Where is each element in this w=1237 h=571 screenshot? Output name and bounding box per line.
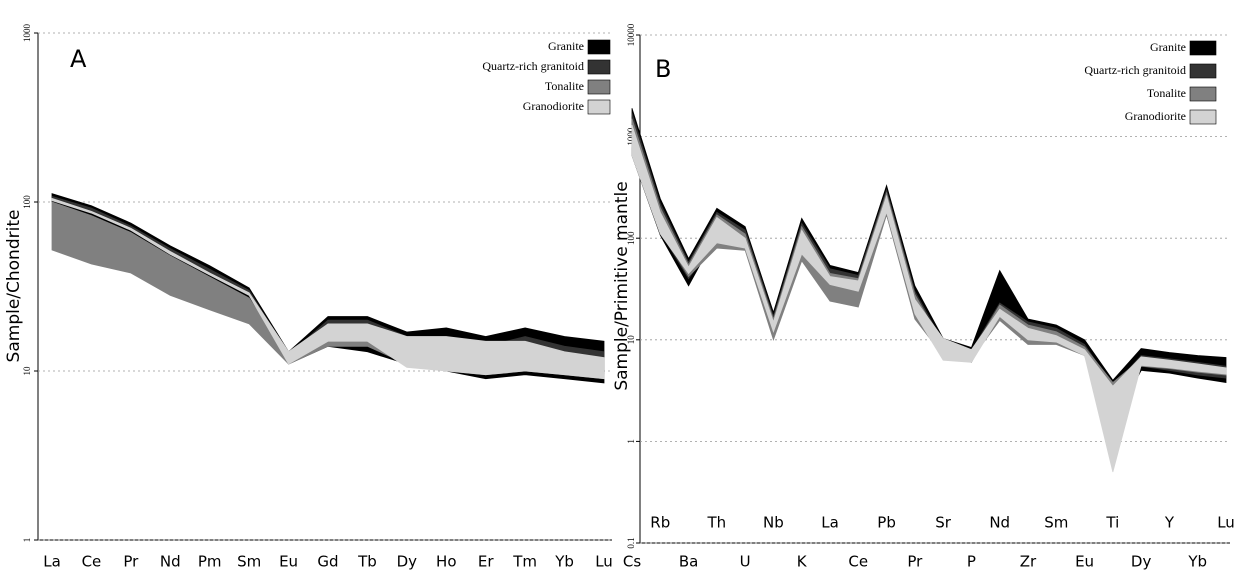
band-area	[51, 197, 605, 380]
legend-swatch	[587, 99, 611, 115]
y-axis-label: Sample/Chondrite	[4, 210, 24, 363]
x-tick-label: Sm	[1044, 514, 1068, 532]
x-tick-label: Dy	[397, 553, 418, 571]
legend-label: Granite	[1150, 40, 1186, 54]
x-tick-label: Lu	[1217, 514, 1235, 532]
legend-swatch	[587, 79, 611, 95]
x-tick-label: Pm	[198, 553, 222, 571]
legend-swatch	[1189, 86, 1217, 102]
x-tick-label: Lu	[595, 553, 613, 571]
x-tick-label: Nd	[989, 514, 1010, 532]
band-area	[631, 124, 1227, 473]
x-tick-label: La	[43, 553, 61, 571]
legend-swatch	[587, 59, 611, 75]
legend-swatch	[1189, 40, 1217, 56]
x-tick-label: Gd	[317, 553, 338, 571]
y-tick-label: 100	[22, 195, 32, 209]
x-tick-label: Nb	[763, 514, 784, 532]
x-tick-label: Ce	[82, 553, 102, 571]
x-tick-label: Pr	[907, 553, 923, 571]
x-tick-label: Pb	[877, 514, 896, 532]
x-tick-label: Tm	[512, 553, 537, 571]
x-tick-label: Pr	[123, 553, 139, 571]
x-tick-label: Tb	[357, 553, 377, 571]
x-tick-label: Sr	[935, 514, 952, 532]
x-tick-label: Sm	[237, 553, 261, 571]
y-tick-label: 1	[22, 538, 32, 543]
x-tick-label: Rb	[650, 514, 670, 532]
panel-label: A	[70, 45, 87, 73]
x-tick-label: Yb	[1187, 553, 1207, 571]
y-tick-label: 1000	[22, 24, 32, 43]
x-tick-label: La	[821, 514, 839, 532]
panel-label: B	[655, 55, 671, 83]
legend-swatch	[1189, 109, 1217, 125]
x-tick-label: Ho	[436, 553, 456, 571]
x-tick-label: Eu	[279, 553, 298, 571]
x-tick-label: P	[967, 553, 976, 571]
legend-swatch	[587, 39, 611, 55]
x-tick-label: Y	[1164, 514, 1175, 532]
legend-label: Quartz-rich granitoid	[482, 59, 584, 73]
x-tick-label: Yb	[554, 553, 574, 571]
x-tick-label: Cs	[623, 553, 641, 571]
x-tick-label: K	[797, 553, 808, 571]
x-tick-label: Ba	[679, 553, 698, 571]
x-tick-label: Ce	[848, 553, 868, 571]
x-tick-label: Zr	[1020, 553, 1037, 571]
x-tick-label: Er	[478, 553, 494, 571]
y-tick-label: 10000	[626, 23, 636, 46]
legend-label: Granodiorite	[523, 99, 584, 113]
y-tick-label: 0.1	[626, 537, 636, 548]
legend-label: Tonalite	[545, 79, 584, 93]
x-tick-label: Eu	[1075, 553, 1094, 571]
legend-label: Granite	[548, 39, 584, 53]
x-tick-label: Dy	[1131, 553, 1152, 571]
y-tick-label: 1	[626, 439, 636, 444]
legend-label: Granodiorite	[1125, 109, 1186, 123]
x-tick-label: Th	[707, 514, 727, 532]
y-tick-label: 10	[626, 335, 636, 345]
y-axis-label: Sample/Primitive mantle	[612, 181, 632, 390]
legend-label: Tonalite	[1147, 86, 1186, 100]
x-tick-label: Nd	[160, 553, 181, 571]
y-tick-label: 10	[22, 366, 32, 376]
legend-swatch	[1189, 63, 1217, 79]
x-tick-label: U	[740, 553, 751, 571]
y-tick-label: 1000	[626, 127, 636, 146]
y-tick-label: 100	[626, 231, 636, 245]
legend-label: Quartz-rich granitoid	[1084, 63, 1186, 77]
x-tick-label: Ti	[1105, 514, 1119, 532]
